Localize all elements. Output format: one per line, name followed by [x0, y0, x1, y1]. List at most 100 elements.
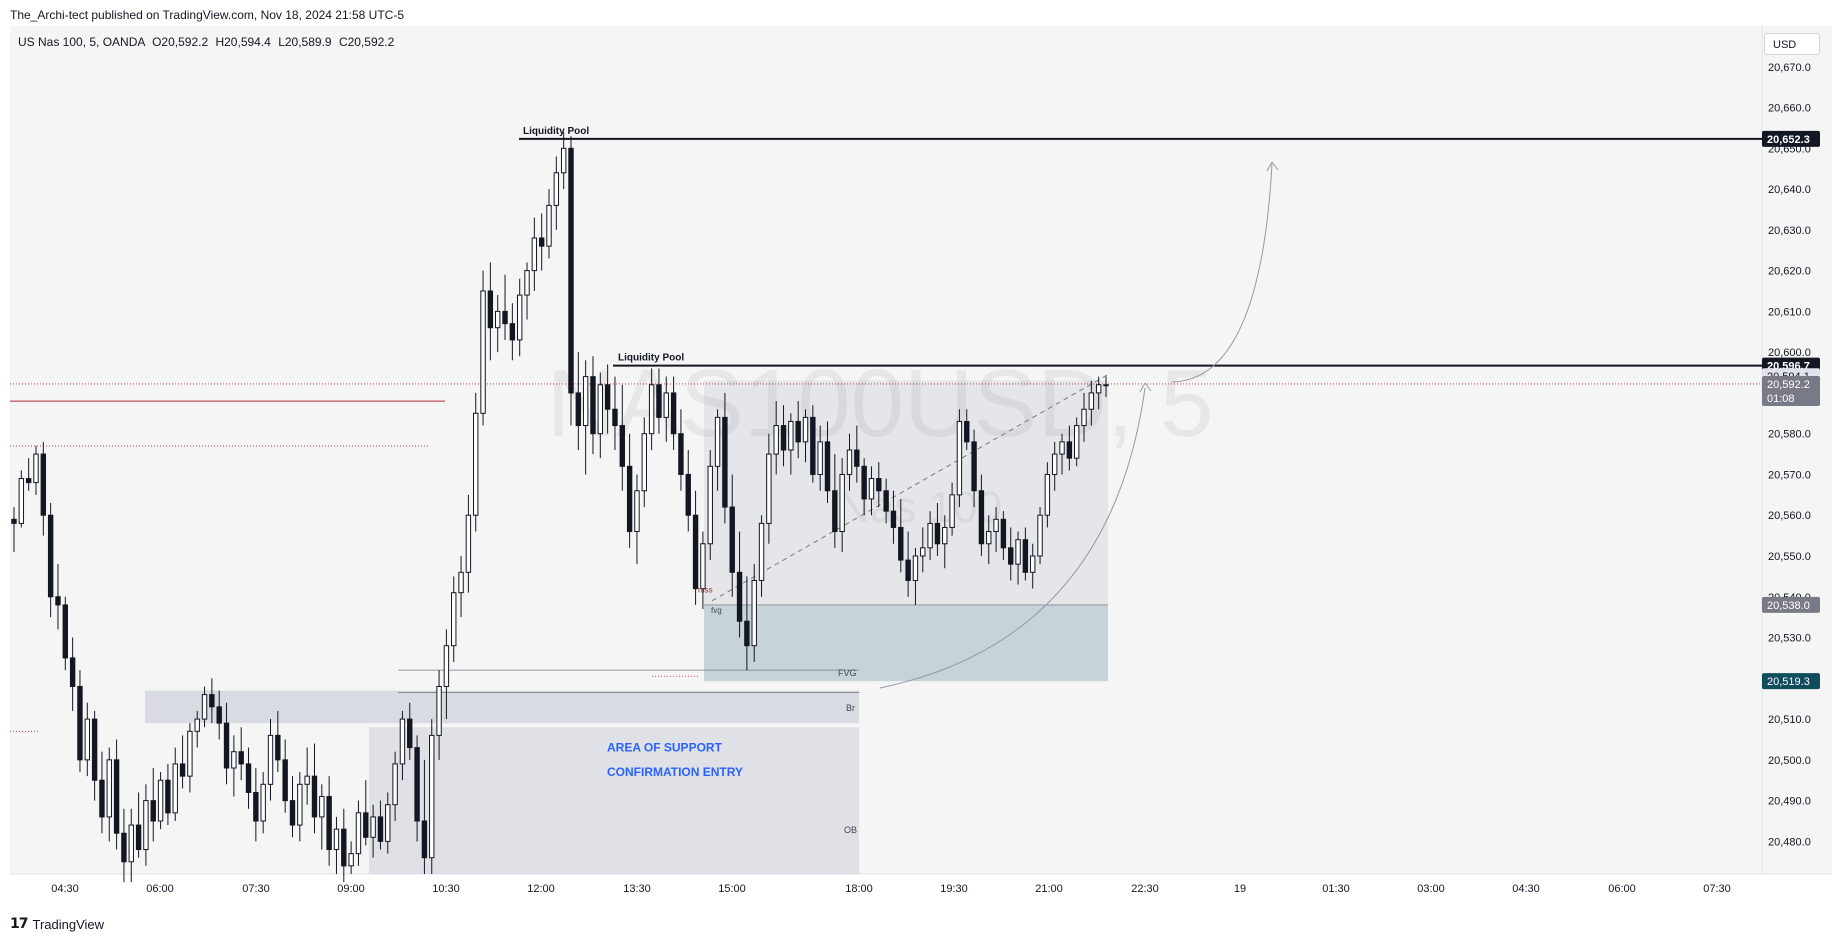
candle-body	[626, 465, 633, 533]
candles-layer	[11, 132, 1109, 883]
candle-body	[766, 453, 772, 524]
time-tick-label: 06:00	[1608, 883, 1636, 895]
candle-body	[355, 812, 362, 855]
candle-body	[341, 828, 347, 867]
candle-body	[839, 473, 845, 533]
candle-body	[824, 441, 831, 492]
candle-body	[480, 290, 486, 414]
candle-body	[487, 290, 494, 329]
price-label-box	[1762, 673, 1820, 690]
candle-body	[780, 425, 787, 451]
time-tick-label: 09:00	[337, 883, 365, 895]
price-tick-label: 20,620.0	[1768, 266, 1811, 278]
time-tick-label: 12:00	[527, 883, 555, 895]
candle-body	[304, 775, 310, 785]
candle-body	[744, 620, 750, 647]
candle-body	[1030, 555, 1036, 573]
fvg-zone	[704, 604, 1108, 682]
footer-brand[interactable]: 17 TradingView	[10, 913, 104, 935]
price-tick-label: 20,560.0	[1768, 510, 1811, 522]
candle-body	[377, 816, 384, 842]
candle-body	[172, 763, 178, 814]
time-tick-label: 03:00	[1417, 883, 1445, 895]
price-label-box	[1762, 375, 1820, 406]
candle-body	[319, 796, 325, 818]
candle-body	[736, 571, 743, 622]
candle-body	[348, 853, 354, 867]
candle-body	[179, 763, 186, 777]
candle-body	[692, 514, 699, 590]
candle-body	[531, 237, 538, 272]
candle-body	[201, 694, 208, 720]
candle-body	[876, 478, 882, 492]
time-tick-label: 15:00	[718, 883, 746, 895]
candle-body	[648, 384, 655, 435]
price-tick-label: 20,670.0	[1768, 62, 1811, 74]
price-tick-label: 20,640.0	[1768, 184, 1811, 196]
candle-body	[194, 718, 200, 732]
time-axis[interactable]	[10, 874, 1832, 911]
candle-body	[978, 490, 985, 545]
candle-body	[678, 433, 684, 475]
legend-low: L20,589.9	[278, 35, 332, 49]
candle-body	[751, 579, 757, 647]
liquidity-pool-label-mid: Liquidity Pool	[618, 353, 684, 364]
countdown-text: 01:08	[1767, 393, 1795, 405]
symbol-legend[interactable]: US Nas 100, 5, OANDA O20,592.2 H20,594.4…	[18, 35, 394, 49]
time-tick-label: 01:30	[1322, 883, 1350, 895]
candle-body	[568, 147, 574, 394]
candle-body	[663, 392, 669, 418]
candle-body	[55, 596, 61, 606]
candle-body	[729, 506, 735, 573]
candle-body	[773, 425, 779, 455]
price-label-text: 20,538.0	[1767, 600, 1810, 612]
fvg-label: FVG	[838, 668, 857, 678]
candle-body	[407, 718, 413, 749]
legend-high: H20,594.4	[215, 35, 271, 49]
candle-body	[392, 763, 398, 806]
time-tick-label: 18:00	[845, 883, 873, 895]
price-label-text: 20,519.3	[1767, 676, 1810, 688]
candle-body	[868, 478, 875, 500]
candle-body	[451, 592, 457, 647]
candle-body	[524, 270, 530, 296]
candle-body	[106, 759, 112, 818]
candle-body	[157, 779, 164, 822]
candle-body	[429, 734, 435, 859]
candle-body	[128, 824, 134, 863]
candle-body	[846, 449, 853, 475]
candle-body	[927, 522, 933, 549]
candle-body	[1103, 384, 1109, 387]
candle-body	[1015, 539, 1021, 565]
candle-body	[1000, 518, 1007, 549]
liquidity-pool-label-high: Liquidity Pool	[523, 126, 589, 137]
publisher-text: The_Archi-tect published on TradingView.…	[10, 8, 404, 22]
price-tick-label: 20,550.0	[1768, 551, 1811, 563]
plot-area[interactable]	[10, 26, 1762, 874]
candle-body	[538, 237, 545, 247]
candle-body	[590, 376, 596, 435]
candle-body	[934, 522, 941, 545]
price-axis[interactable]	[1762, 26, 1832, 874]
candle-body	[495, 310, 501, 329]
candle-body	[971, 441, 977, 492]
candle-body	[788, 420, 794, 451]
candle-body	[1022, 539, 1029, 573]
small-fvg-label: fvg	[711, 606, 722, 615]
candle-body	[546, 204, 552, 247]
time-tick-label: 07:30	[1703, 883, 1731, 895]
price-label-text: 20,592.2	[1767, 379, 1810, 391]
candle-body	[47, 514, 54, 598]
currency-button[interactable]: USD	[1764, 33, 1820, 55]
candle-body	[1059, 441, 1065, 455]
legend-close: C20,592.2	[338, 35, 395, 49]
candle-body	[912, 555, 919, 581]
candle-body	[253, 791, 259, 822]
candle-body	[619, 425, 625, 467]
drawings-layer	[10, 137, 1762, 732]
candle-body	[25, 478, 32, 484]
time-tick-label: 13:30	[623, 883, 651, 895]
candle-body	[905, 559, 911, 581]
candle-body	[326, 796, 332, 851]
